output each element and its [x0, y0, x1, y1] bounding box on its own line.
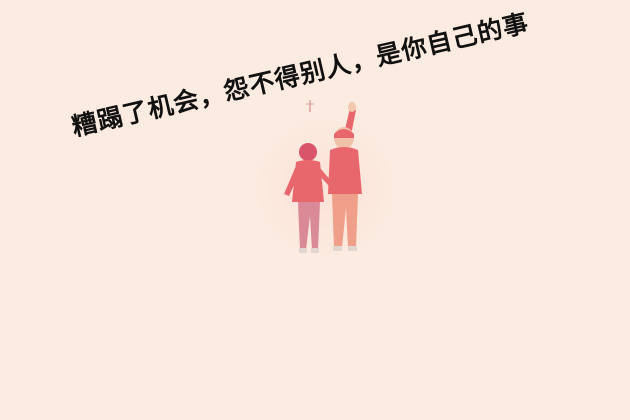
woman-body — [292, 160, 324, 202]
man-body — [328, 147, 362, 194]
couple-holding-hands-icon — [284, 100, 362, 253]
woman-head — [299, 143, 317, 161]
man-legs — [332, 194, 358, 248]
woman-legs — [298, 202, 320, 250]
background-glow — [255, 118, 395, 258]
